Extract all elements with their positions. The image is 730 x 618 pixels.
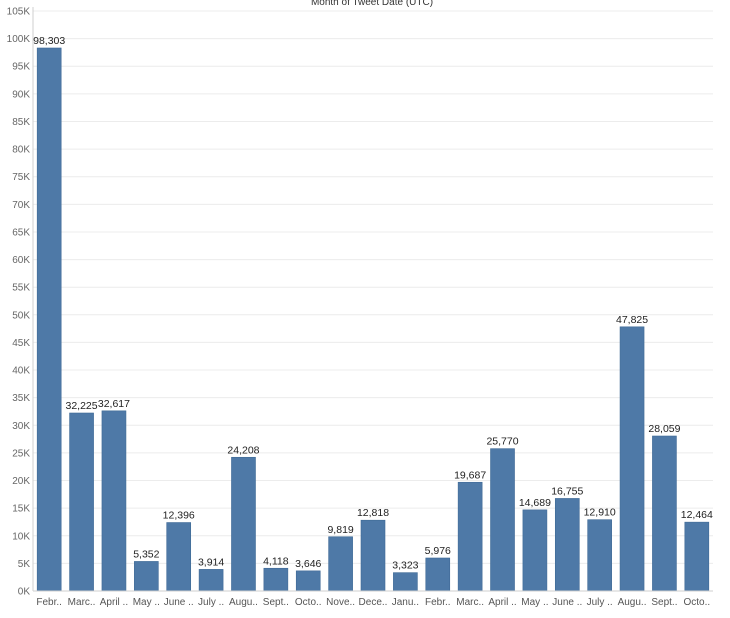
- y-tick-label: 30K: [12, 421, 30, 432]
- x-tick-label: April ..: [488, 597, 516, 608]
- data-label: 3,646: [295, 558, 321, 570]
- data-label: 3,914: [198, 556, 224, 568]
- x-tick-label: Sept..: [651, 597, 677, 608]
- data-labels: 98,303 32,225 32,617 5,352 12,396 3,914 24,208…: [33, 35, 713, 572]
- x-tick-label: Febr..: [425, 597, 451, 608]
- y-tick-label: 40K: [12, 366, 30, 377]
- y-tick-label: 95K: [12, 62, 30, 73]
- bar[interactable]: [36, 47, 62, 592]
- bar[interactable]: [263, 567, 289, 592]
- x-tick-label: Marc..: [68, 597, 96, 608]
- data-label: 98,303: [33, 35, 65, 47]
- data-label: 32,617: [98, 398, 130, 410]
- bar[interactable]: [684, 521, 710, 592]
- y-tick-label: 55K: [12, 283, 30, 294]
- x-tick-label: June ..: [552, 597, 582, 608]
- x-tick-label: June ..: [164, 597, 194, 608]
- y-tick-label: 0K: [18, 587, 31, 598]
- x-tick-label: April ..: [100, 597, 128, 608]
- y-tick-label: 45K: [12, 338, 30, 349]
- data-label: 24,208: [227, 444, 259, 456]
- data-label: 47,825: [616, 314, 648, 326]
- bar[interactable]: [393, 572, 418, 592]
- x-tick-label: July ..: [198, 597, 224, 608]
- y-tick-label: 75K: [12, 172, 30, 183]
- y-tick-label: 10K: [12, 531, 30, 542]
- x-tick-label: May ..: [521, 597, 548, 608]
- bar[interactable]: [457, 481, 483, 592]
- y-tick-label: 20K: [12, 476, 30, 487]
- data-label: 28,059: [648, 423, 680, 435]
- x-tick-label: Octo..: [683, 597, 710, 608]
- y-tick-label: 25K: [12, 448, 30, 459]
- bar[interactable]: [198, 569, 224, 592]
- bar[interactable]: [587, 519, 612, 592]
- data-label: 14,689: [519, 497, 551, 509]
- chart-title: Month of Tweet Date (UTC): [311, 0, 433, 8]
- x-tick-label: Augu..: [618, 597, 647, 608]
- data-label: 9,819: [327, 524, 353, 536]
- x-tick-label: Janu..: [392, 597, 419, 608]
- data-label: 12,818: [357, 507, 389, 519]
- bar[interactable]: [231, 456, 256, 592]
- bar[interactable]: [425, 557, 451, 592]
- data-label: 19,687: [454, 469, 486, 481]
- x-tick-label: Marc..: [456, 597, 484, 608]
- bar[interactable]: [522, 509, 548, 592]
- y-axis-ticks: 0K 5K 10K 15K 20K 25K 30K 35K 40K 45K 50K 55K 60K 65K…: [7, 7, 31, 598]
- data-label: 16,755: [551, 485, 583, 497]
- bar[interactable]: [490, 448, 515, 592]
- bar[interactable]: [619, 326, 645, 592]
- data-label: 25,770: [486, 436, 518, 448]
- x-tick-label: Nove..: [326, 597, 355, 608]
- data-label: 32,225: [66, 400, 98, 412]
- y-tick-label: 35K: [12, 393, 30, 404]
- bar[interactable]: [69, 412, 94, 592]
- x-tick-label: Sept..: [263, 597, 289, 608]
- y-tick-label: 60K: [12, 255, 30, 266]
- y-tick-label: 5K: [18, 559, 31, 570]
- x-tick-label: July ..: [587, 597, 613, 608]
- x-tick-label: Dece..: [359, 597, 388, 608]
- data-label: 12,396: [163, 510, 195, 522]
- y-tick-label: 80K: [12, 145, 30, 156]
- y-tick-label: 50K: [12, 310, 30, 321]
- bar[interactable]: [134, 561, 159, 592]
- data-label: 3,323: [392, 560, 418, 572]
- data-label: 12,464: [681, 509, 713, 521]
- bar[interactable]: [328, 536, 353, 592]
- y-tick-label: 105K: [7, 7, 31, 18]
- bar[interactable]: [360, 519, 386, 592]
- bar[interactable]: [295, 570, 321, 592]
- x-tick-label: Febr..: [36, 597, 62, 608]
- bars: [36, 47, 710, 592]
- x-tick-label: Octo..: [295, 597, 322, 608]
- y-tick-label: 65K: [12, 227, 30, 238]
- y-tick-label: 90K: [12, 89, 30, 100]
- x-tick-label: May ..: [133, 597, 160, 608]
- data-label: 4,118: [263, 555, 289, 567]
- data-label: 5,352: [133, 548, 159, 560]
- y-tick-label: 85K: [12, 117, 30, 128]
- bar[interactable]: [652, 435, 677, 592]
- bar[interactable]: [554, 498, 580, 592]
- bar[interactable]: [101, 410, 127, 592]
- bar[interactable]: [166, 522, 192, 592]
- gridlines: [33, 10, 713, 592]
- y-tick-label: 15K: [12, 504, 30, 515]
- data-label: 5,976: [425, 545, 451, 557]
- data-label: 12,910: [584, 507, 616, 519]
- x-tick-label: Augu..: [229, 597, 258, 608]
- y-tick-label: 100K: [7, 34, 31, 45]
- y-tick-label: 70K: [12, 200, 30, 211]
- x-axis-ticks: Febr.. Marc.. April .. May .. June .. July ..…: [36, 597, 710, 608]
